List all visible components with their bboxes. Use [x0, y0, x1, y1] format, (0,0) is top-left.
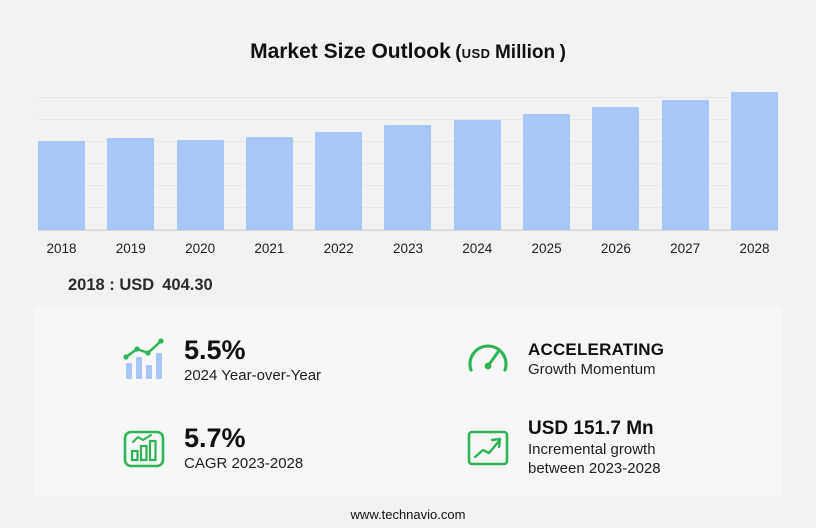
chart-title: Market Size Outlook (USD Million )	[0, 0, 816, 63]
stat-yoy-label: 2024 Year-over-Year	[184, 366, 322, 384]
yoy-bars-trend-icon	[120, 336, 168, 384]
stat-incremental-value: USD 151.7 Mn	[528, 417, 654, 439]
x-tick-label-2027: 2027	[670, 241, 701, 256]
stat-yoy: 5.5% 2024 Year-over-Year	[34, 316, 408, 404]
stat-momentum: ACCELERATING Growth Momentum	[408, 316, 782, 404]
stat-momentum-value: ACCELERATING	[528, 340, 665, 360]
x-tick-label-2022: 2022	[323, 241, 354, 256]
annotation-label: 2018 : USD	[68, 276, 155, 294]
x-tick-label-2019: 2019	[115, 241, 146, 256]
bar-2026	[592, 107, 640, 230]
x-tick-label-2021: 2021	[254, 241, 285, 256]
bar-2024	[453, 119, 501, 230]
x-tick-label-2018: 2018	[46, 241, 77, 256]
incremental-growth-icon	[464, 424, 512, 472]
bar-2023	[384, 125, 432, 230]
bar-2022	[315, 131, 363, 230]
stat-cagr: 5.7% CAGR 2023-2028	[34, 404, 408, 492]
bar-2021	[245, 136, 293, 230]
stat-incremental-label: Incremental growth between 2023-2028	[528, 440, 661, 478]
first-year-value-annotation: 2018 : USD 404.30	[68, 276, 816, 298]
bar-2025	[523, 113, 571, 230]
stat-cagr-value: 5.7%	[184, 422, 246, 453]
chart-title-text: Market Size Outlook	[250, 40, 451, 63]
bar-2027	[661, 100, 709, 230]
x-axis: 2018 2019 2020 2021 2022 2023 2024 2025 2026 2027…	[38, 241, 778, 256]
bar-2018	[38, 141, 85, 230]
bar-2020	[176, 140, 224, 230]
cagr-chart-icon	[120, 424, 168, 472]
footer-url: www.technavio.com	[350, 507, 466, 522]
stat-momentum-label: Growth Momentum	[528, 361, 656, 379]
stat-cagr-label: CAGR 2023-2028	[184, 454, 304, 472]
stats-panel: 5.5% 2024 Year-over-Year ACCELERATING Gr…	[34, 308, 782, 496]
chart-title-unit: (USD Million )	[455, 42, 566, 63]
x-tick-label-2028: 2028	[739, 241, 770, 256]
x-tick-label-2023: 2023	[392, 241, 423, 256]
bar-chart: 2018 2019 2020 2021 2022 2023 2024 2025 2026 2027…	[38, 76, 778, 256]
x-tick-label-2020: 2020	[185, 241, 216, 256]
stat-yoy-value: 5.5%	[184, 334, 246, 365]
annotation-value: 404.30	[162, 276, 213, 294]
x-tick-label-2026: 2026	[600, 241, 631, 256]
x-tick-label-2025: 2025	[531, 241, 562, 256]
bar-2028	[730, 92, 778, 230]
speedometer-icon	[464, 336, 512, 384]
bar-2019	[107, 137, 155, 230]
stat-incremental: USD 151.7 Mn Incremental growth between …	[408, 404, 782, 492]
x-tick-label-2024: 2024	[462, 241, 493, 256]
bar-plot	[38, 76, 778, 231]
